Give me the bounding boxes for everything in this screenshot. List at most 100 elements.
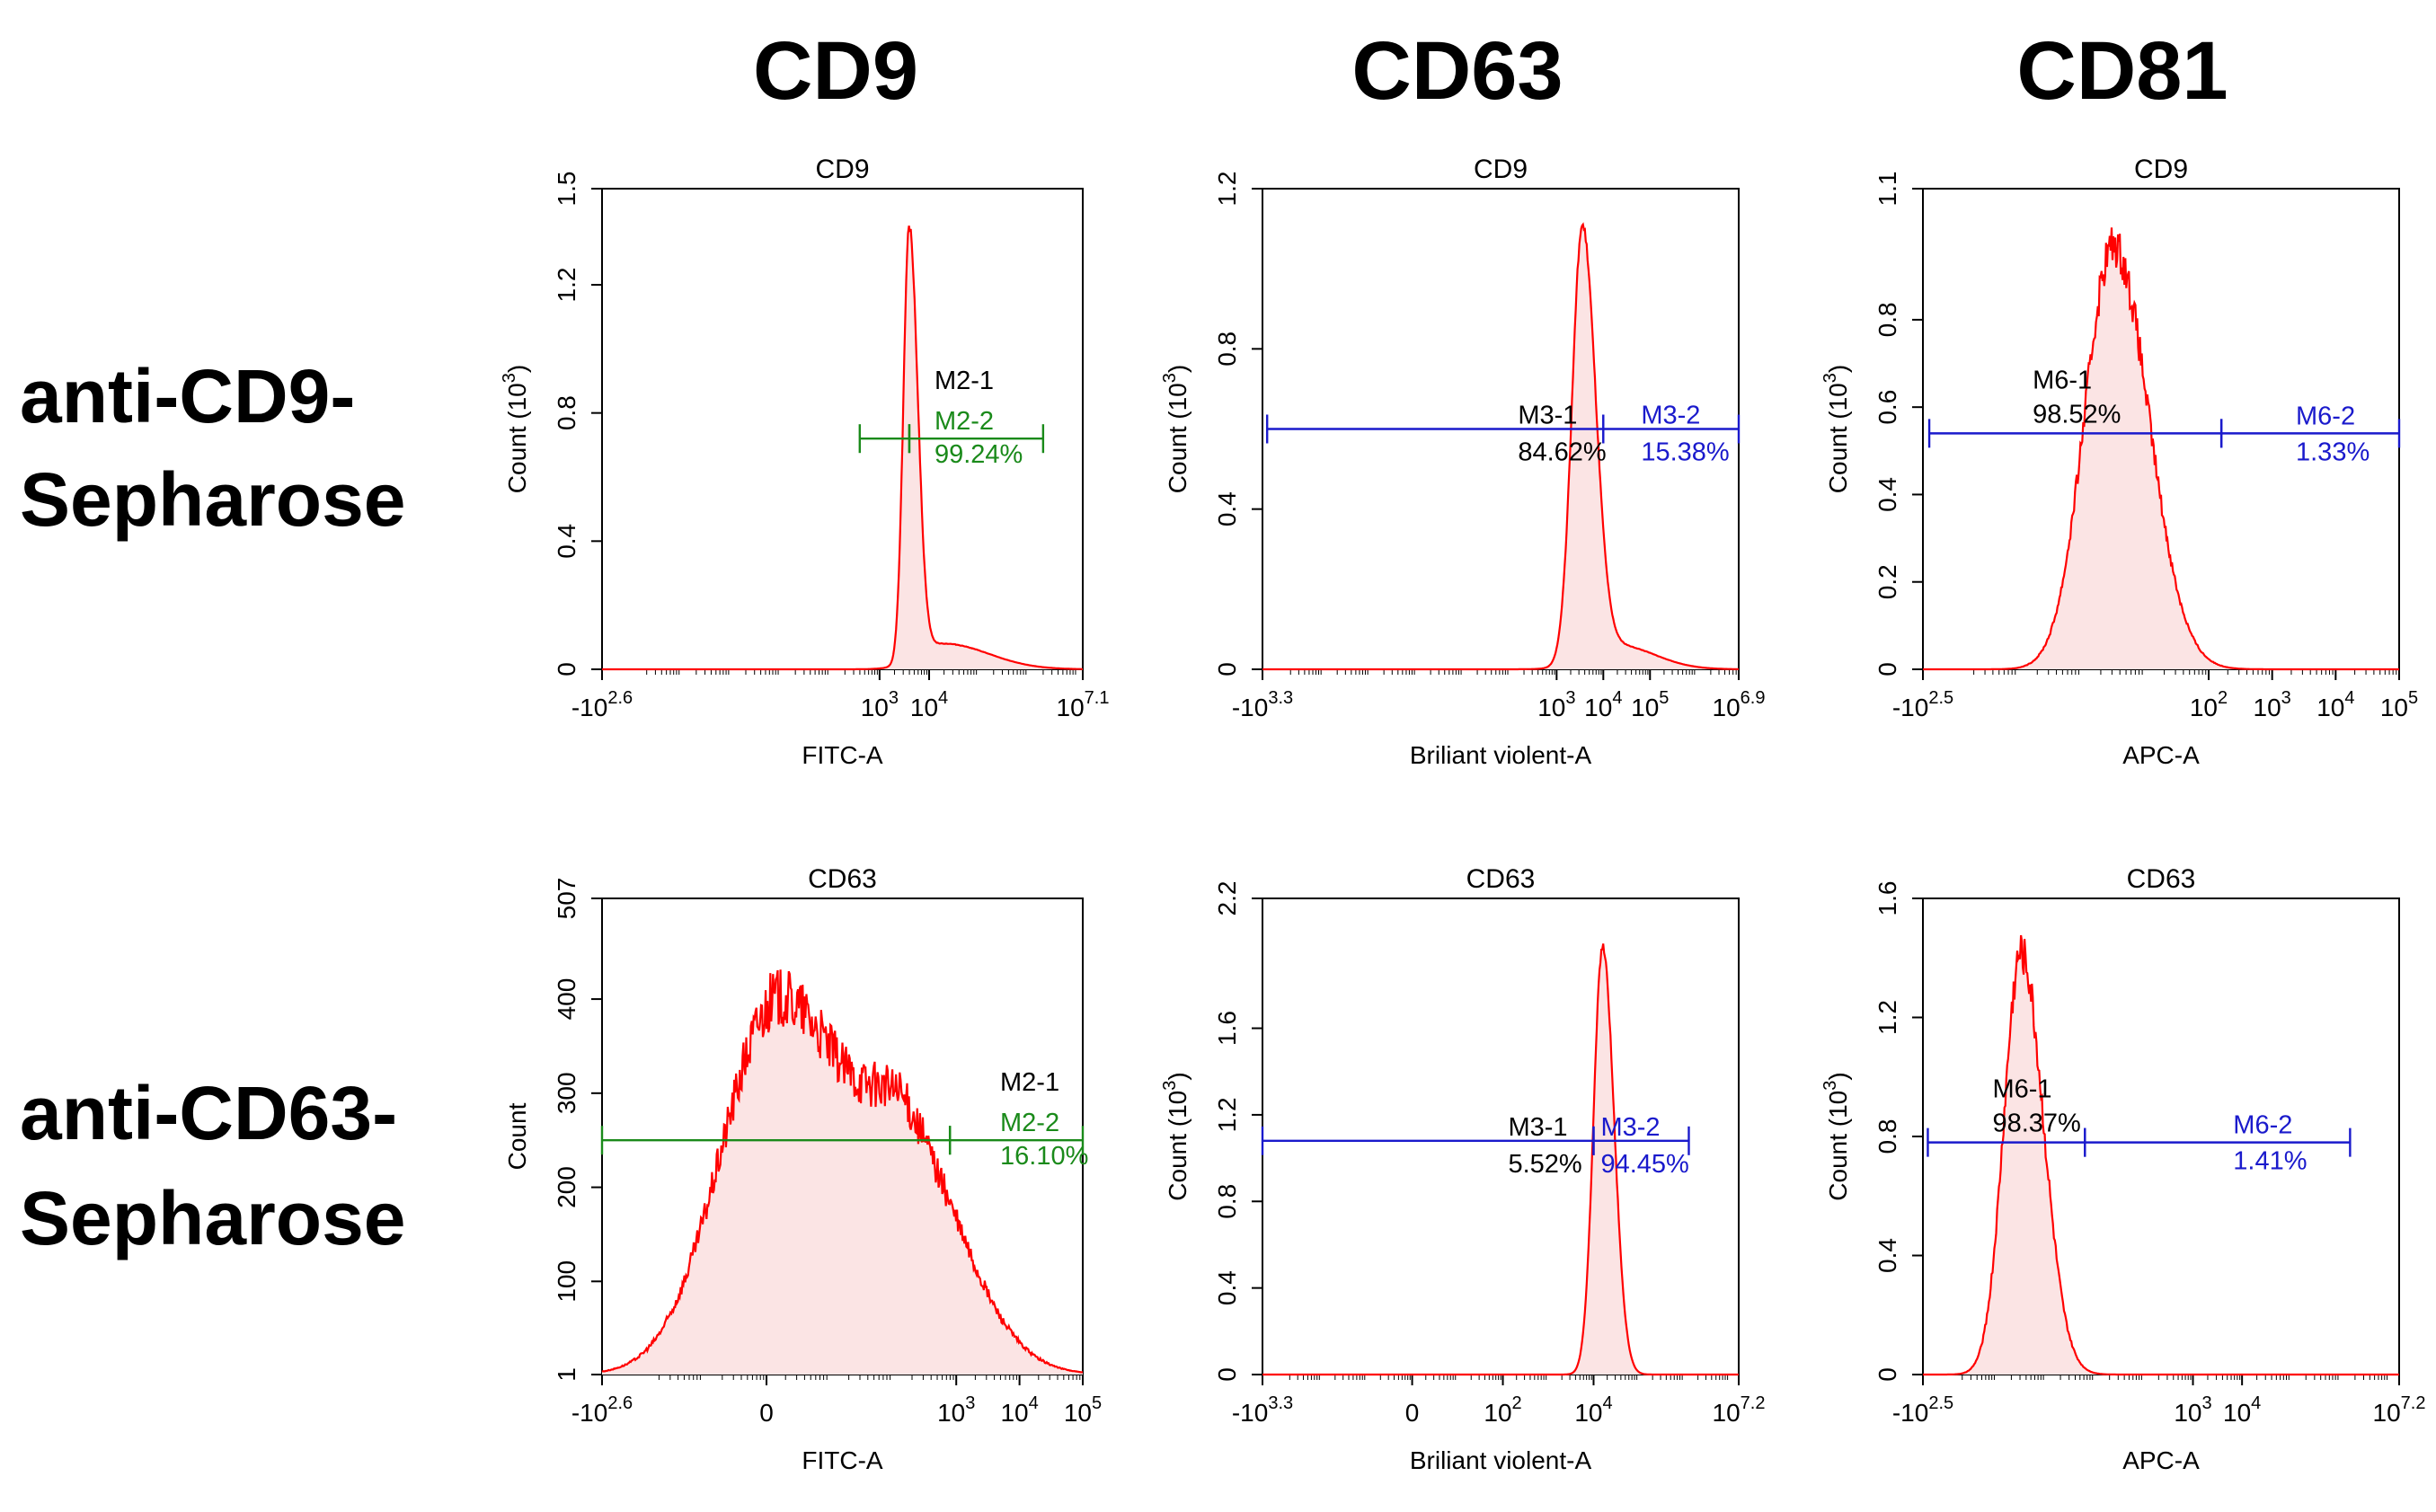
y-axis-label: Count (103) xyxy=(1820,365,1852,493)
x-tick-label: 0 xyxy=(1405,1399,1420,1427)
gate-name: M2-2 xyxy=(1000,1109,1059,1137)
y-tick-label: 200 xyxy=(553,1166,580,1208)
y-tick-label: 1 xyxy=(553,1367,580,1382)
column-title-cd9: CD9 xyxy=(753,25,918,117)
gate-name: M6-1 xyxy=(1992,1075,2051,1104)
gate-percent: 1.41% xyxy=(2233,1147,2307,1176)
x-tick-label: -102.6 xyxy=(571,1393,633,1427)
y-tick-label: 1.2 xyxy=(1213,1097,1241,1132)
y-tick-label: 0.8 xyxy=(1213,332,1241,367)
gate-name: M3-2 xyxy=(1641,402,1700,430)
x-tick-label: 102 xyxy=(2190,688,2228,721)
x-tick-label: 105 xyxy=(1064,1393,1102,1427)
histogram-panel-1-2: CD63 0 0.4 0.8 1.2 1.6 Count (103) -102.5 103 104… xyxy=(1820,864,2425,1474)
x-tick-label: 103 xyxy=(2174,1393,2211,1427)
y-axis-label: Count xyxy=(503,1102,531,1170)
y-tick-label: 0.8 xyxy=(1213,1184,1241,1219)
histogram-panel-1-0: CD63 1 100 200 300 400 507 Count -102.6 0 103 104 10… xyxy=(503,864,1102,1474)
gate-name: M6-2 xyxy=(2296,402,2355,430)
panel-title: CD63 xyxy=(808,864,877,894)
gate-name: M6-1 xyxy=(2033,366,2092,394)
gate-percent: 15.38% xyxy=(1641,438,1729,467)
y-tick-label: 0.4 xyxy=(1213,491,1241,526)
x-tick-label: -103.3 xyxy=(1232,1393,1293,1427)
gate-percent: 94.45% xyxy=(1600,1150,1688,1179)
histogram-panel-0-2: CD9 0 0.2 0.4 0.6 0.8 1.1 Count (103) -102.5 102 1… xyxy=(1820,155,2418,769)
panel-title: CD63 xyxy=(1466,864,1536,894)
histogram-trace xyxy=(1923,934,2399,1376)
row-title-anti-cd9-line1: anti-CD9- xyxy=(20,354,355,438)
x-tick-label: 103 xyxy=(1537,688,1575,721)
gate-percent: 99.24% xyxy=(935,440,1023,469)
histogram-panel-1-1: CD63 0 0.4 0.8 1.2 1.6 2.2 Count (103) -103.3 0 10… xyxy=(1160,864,1765,1474)
x-tick-label: 107.2 xyxy=(1713,1393,1766,1427)
panel-title: CD63 xyxy=(2127,864,2196,894)
y-tick-label: 1.5 xyxy=(553,172,580,207)
y-tick-label: 0.8 xyxy=(553,395,580,430)
gate-percent: 98.37% xyxy=(1992,1110,2080,1138)
x-tick-label: 103 xyxy=(937,1393,975,1427)
histogram-trace xyxy=(1262,943,1739,1376)
gate-percent: 5.52% xyxy=(1508,1150,1581,1179)
y-tick-label: 0 xyxy=(1874,662,1901,676)
x-tick-label: 104 xyxy=(2316,688,2354,721)
histogram-trace xyxy=(1923,227,2399,671)
y-tick-label: 0.6 xyxy=(1874,390,1901,425)
y-tick-label: 0.8 xyxy=(1874,1119,1901,1154)
x-tick-label: 104 xyxy=(2223,1393,2261,1427)
y-tick-label: 0 xyxy=(1213,662,1241,676)
x-axis-label: Briliant violent-A xyxy=(1410,741,1592,769)
y-tick-label: 1.2 xyxy=(1874,1000,1901,1035)
y-tick-label: 1.1 xyxy=(1874,172,1901,207)
row-title-anti-cd9-line2: Sepharose xyxy=(20,457,406,542)
histogram-panel-0-0: CD9 0 0.4 0.8 1.2 1.5 Count (103) -102.6 103 104 1… xyxy=(500,155,1109,769)
y-tick-label: 0.4 xyxy=(553,524,580,559)
x-tick-label: 104 xyxy=(1000,1393,1038,1427)
x-axis-label: Briliant violent-A xyxy=(1410,1446,1592,1474)
y-axis-label: Count (103) xyxy=(1160,1072,1191,1200)
y-tick-label: 1.6 xyxy=(1213,1011,1241,1046)
gate-name: M3-2 xyxy=(1600,1113,1660,1142)
gate-name: M3-1 xyxy=(1508,1113,1567,1142)
histogram-trace xyxy=(601,969,1083,1374)
y-tick-label: 300 xyxy=(553,1072,580,1114)
x-tick-label: 107.2 xyxy=(2373,1393,2426,1427)
gate-percent: 1.33% xyxy=(2296,438,2370,466)
column-title-cd63: CD63 xyxy=(1351,25,1563,117)
panel-title: CD9 xyxy=(815,155,869,184)
row-title-anti-cd63-line1: anti-CD63- xyxy=(20,1071,397,1155)
gate-name: M2-2 xyxy=(935,407,994,436)
x-axis-label: FITC-A xyxy=(802,1446,883,1474)
x-tick-label: 104 xyxy=(1574,1393,1612,1427)
histogram-trace xyxy=(602,225,1083,671)
x-axis-label: APC-A xyxy=(2122,1446,2200,1474)
y-tick-label: 0.4 xyxy=(1874,1238,1901,1273)
y-tick-label: 0 xyxy=(1213,1367,1241,1382)
histogram-fill xyxy=(602,969,1083,1375)
row-title-anti-cd63-line2: Sepharose xyxy=(20,1176,406,1260)
y-tick-label: 507 xyxy=(553,878,580,920)
y-tick-label: 0.4 xyxy=(1213,1270,1241,1305)
x-tick-label: 105 xyxy=(2380,688,2418,721)
y-axis-label: Count (103) xyxy=(500,365,531,493)
x-tick-label: 104 xyxy=(1584,688,1622,721)
plot-frame xyxy=(601,188,1084,670)
y-axis-label: Count (103) xyxy=(1160,365,1191,493)
histogram-fill xyxy=(1262,943,1739,1375)
plot-frame xyxy=(1262,897,1740,1375)
histogram-fill xyxy=(1923,227,2399,670)
x-tick-label: -103.3 xyxy=(1232,688,1293,721)
x-tick-label: 0 xyxy=(759,1399,774,1427)
x-tick-label: -102.5 xyxy=(1892,1393,1953,1427)
y-tick-label: 0 xyxy=(1874,1367,1901,1382)
histogram-panel-0-1: CD9 0 0.4 0.8 1.2 Count (103) -103.3 103 104 105 1… xyxy=(1160,155,1765,769)
y-tick-label: 1.6 xyxy=(1874,881,1901,916)
gate-name: M2-1 xyxy=(1000,1068,1059,1097)
gate-percent: 16.10% xyxy=(1000,1142,1088,1171)
column-title-cd81: CD81 xyxy=(2016,25,2228,117)
x-axis-label: APC-A xyxy=(2122,741,2200,769)
x-tick-label: 105 xyxy=(1631,688,1669,721)
gate-name: M2-1 xyxy=(935,367,994,395)
y-tick-label: 1.2 xyxy=(1213,172,1241,207)
